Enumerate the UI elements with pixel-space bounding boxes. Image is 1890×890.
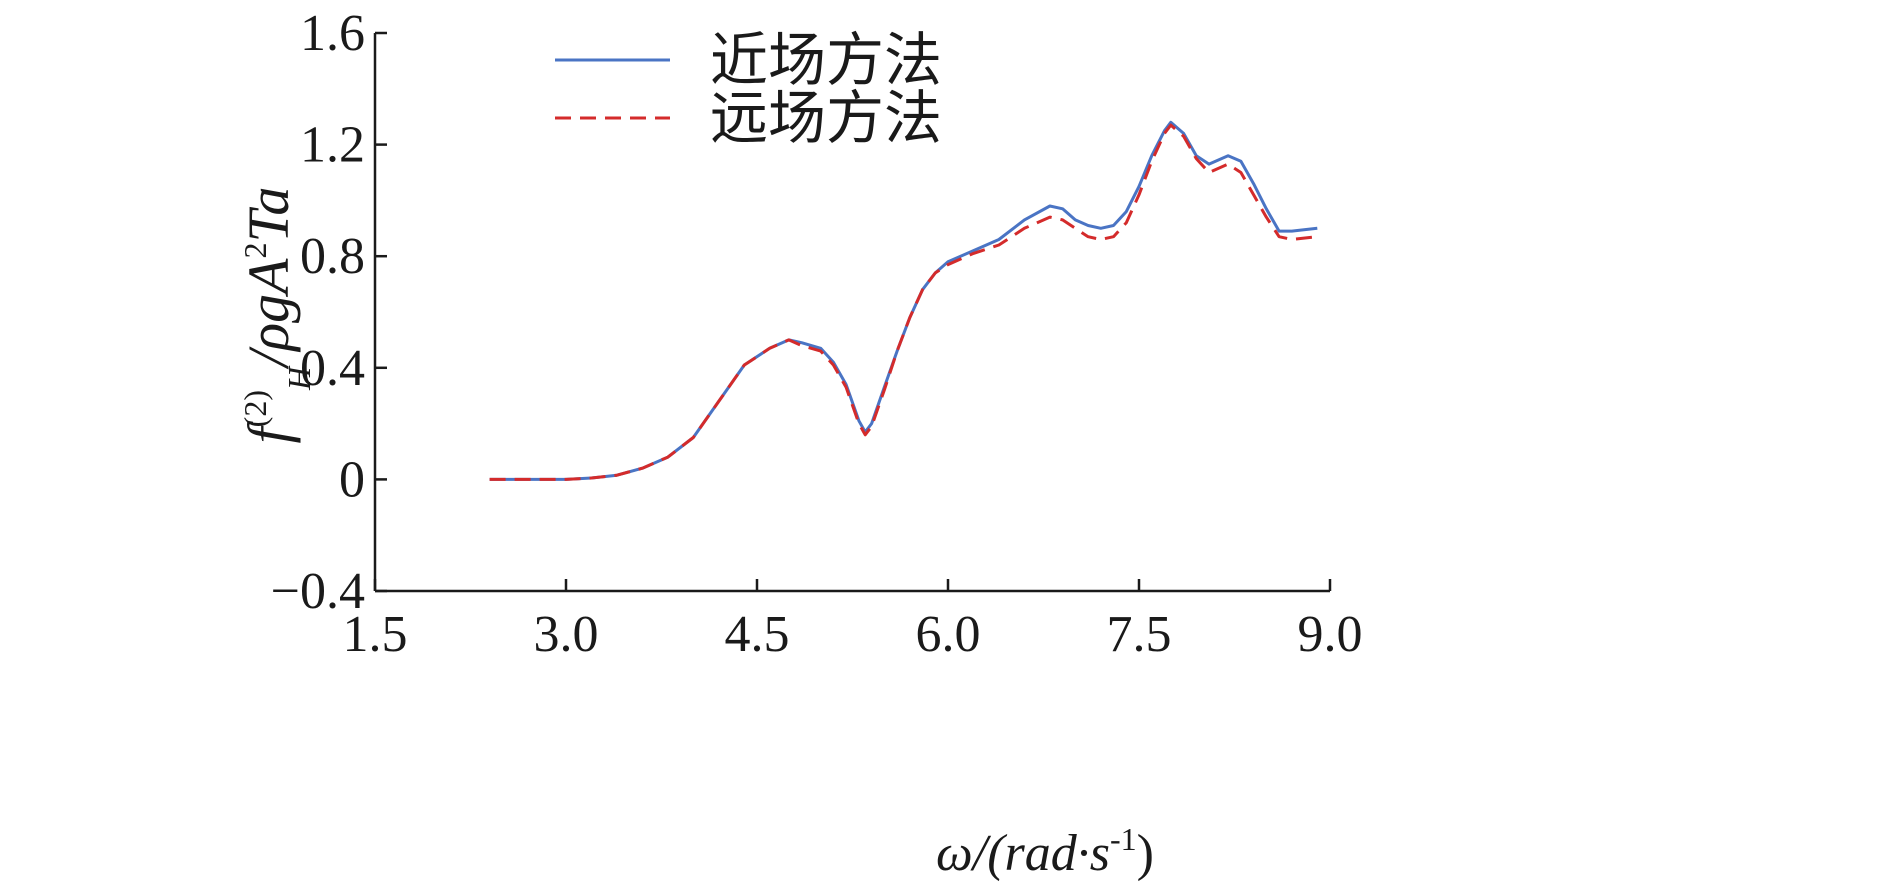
x-tick-label: 3.0 [534,606,599,663]
series-layer [489,120,1318,481]
series-line-1 [489,120,1318,481]
y-tick-label: 1.2 [300,117,365,174]
axes: −0.4 0 0.4 0.8 1.2 1.6 1.5 3.0 4.5 6.0 7.5 9.0 [271,5,1363,663]
x-axis-label-suffix: ) [1137,825,1154,882]
x-ticks: 1.5 3.0 4.5 6.0 7.5 9.0 [343,579,1363,663]
y-axis-label-sup: (2) [237,390,273,427]
legend-label-1: 近场方法 [710,28,942,93]
legend-label-2: 远场方法 [710,86,942,151]
y-axis-label-sub: H [281,365,317,391]
x-tick-label: 4.5 [725,606,790,663]
series-line-2 [489,123,1318,481]
y-axis-label-sup2: 2 [237,243,273,259]
y-tick-label: −0.4 [271,563,365,620]
x-tick-label: 9.0 [1298,606,1363,663]
y-tick-label: 0 [339,451,365,508]
x-tick-label: 6.0 [916,606,981,663]
y-tick-label: 0.4 [300,340,365,397]
y-tick-label: 0.8 [300,228,365,285]
y-axis-label: f(2)H/ρgA2Ta [236,187,317,444]
x-tick-label: 1.5 [343,606,408,663]
y-axis-label-rest: /ρgA [236,258,301,370]
x-axis-label: ω/(rad·s-1) [936,821,1154,882]
x-tick-label: 7.5 [1107,606,1172,663]
x-axis-label-text: ω/(rad·s [936,825,1110,882]
y-tick-label: 1.6 [300,5,365,62]
y-ticks: −0.4 0 0.4 0.8 1.2 1.6 [271,5,387,620]
x-axis-label-superscript: -1 [1110,821,1137,857]
y-axis-label-tail: Ta [236,187,301,243]
